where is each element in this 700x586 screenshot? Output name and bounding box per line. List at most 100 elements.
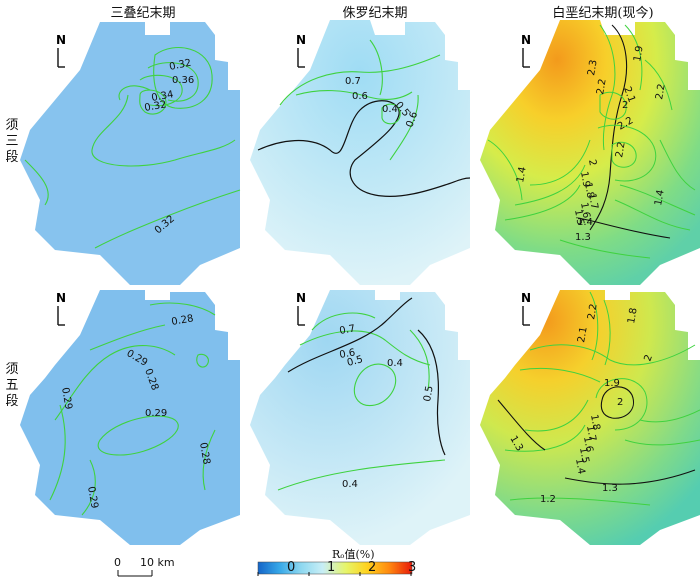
contour-line: [287, 297, 413, 373]
north-label: N: [296, 291, 306, 305]
north-arrow: N: [521, 33, 531, 68]
contour-label: 0.34: [151, 89, 175, 104]
contour-label: 0.4: [382, 104, 398, 115]
contour-label: 2.1: [621, 85, 637, 104]
contour-line: [381, 103, 401, 125]
map-area: [250, 20, 470, 285]
contour-line: [597, 124, 657, 182]
contour-line: [529, 344, 696, 366]
contour-line: [153, 47, 213, 109]
contour-label: 0.6: [404, 110, 420, 129]
row-label-xu3: 须 三 段: [4, 118, 20, 166]
contour-line: [196, 353, 209, 368]
contour-line: [54, 344, 176, 421]
contour-label: 1.6: [578, 202, 592, 220]
contour-label: 2: [617, 397, 623, 408]
contour-line: [504, 424, 586, 452]
row-label-char: 段: [5, 394, 19, 409]
north-label: N: [521, 291, 531, 305]
contour-label: 0.29: [59, 387, 74, 411]
contour-line: [614, 199, 691, 231]
contour-label: 2.2: [614, 141, 628, 159]
contour-label: 2.3: [586, 59, 600, 77]
column-title-cretaceous: 白垩纪末期(现今): [552, 6, 654, 21]
contour-label: 0.5: [346, 354, 364, 369]
contour-line: [353, 363, 397, 407]
contour-label: 2: [642, 353, 655, 363]
contour-label: 0.7: [339, 323, 357, 337]
contour-line: [91, 94, 236, 167]
contour-line: [589, 24, 628, 231]
contour-label: 1.9: [604, 378, 620, 389]
contour-label: 1.2: [540, 494, 556, 505]
contour-line: [139, 89, 167, 115]
contour-line: [611, 141, 637, 168]
contour-line: [497, 399, 546, 451]
contour-label: 2: [586, 159, 598, 167]
legend-colorbar: [257, 561, 413, 576]
legend-title: Rₒ值(%): [332, 548, 375, 561]
contour-label: 1.7: [584, 425, 598, 443]
north-arrow: N: [296, 291, 306, 326]
row-label-char: 段: [5, 150, 19, 165]
map-panel-cretaceous-xu3: 1.9 2.3 2.2 2.1 2.2 2 2.2 2.2 2 1.9 1.8 …: [480, 20, 700, 285]
map-area: [20, 22, 240, 285]
contour-label: 0.6: [352, 91, 368, 102]
contour-line: [369, 39, 383, 96]
row-label-char: 须: [5, 362, 19, 377]
map-panel-triassic-xu3: 0.32 0.36 0.34 0.32 0.32 N: [20, 22, 241, 285]
contour-line: [49, 404, 66, 501]
contour-line: [589, 291, 599, 361]
contour-line: [600, 386, 634, 419]
row-label-char: 三: [5, 134, 19, 149]
contour-line: [389, 94, 419, 161]
contour-label: 0.28: [197, 442, 212, 466]
contour-line: [504, 184, 581, 221]
contour-line: [603, 299, 611, 366]
contour-label: 1.4: [573, 458, 587, 476]
contour-label: 0.36: [172, 75, 194, 86]
north-arrow: N: [521, 291, 531, 326]
contour-line: [524, 399, 589, 432]
north-label: N: [56, 33, 66, 47]
contour-label: 1.9: [578, 171, 592, 189]
contour-line: [624, 439, 700, 446]
contour-label: 2.1: [576, 326, 590, 344]
north-arrow: N: [296, 33, 306, 68]
contour-label: 1.6: [581, 436, 595, 454]
contour-line: [94, 189, 241, 249]
contour-label: 0.32: [168, 58, 192, 73]
contour-line: [299, 330, 431, 366]
contour-line: [529, 139, 591, 186]
contour-label: 1.4: [577, 217, 593, 228]
contour-line: [487, 139, 523, 201]
contour-label: 0.28: [171, 313, 195, 328]
contour-line: [514, 164, 586, 206]
legend-tick-2: 2: [368, 560, 377, 575]
contour-line: [81, 459, 96, 516]
contour-label: 1.4: [515, 166, 529, 184]
contour-line: [417, 329, 446, 456]
contour-line: [277, 459, 446, 491]
contour-line: [202, 429, 216, 491]
contour-label: 0.6: [339, 347, 357, 361]
contour-label: 2.2: [586, 303, 600, 321]
row-label-char: 五: [5, 378, 19, 393]
north-label: N: [521, 33, 531, 47]
north-label: N: [56, 291, 66, 305]
north-arrow: N: [56, 291, 66, 326]
legend-tick-0: 0: [287, 560, 296, 575]
legend-tick-3: 3: [408, 560, 417, 575]
contour-label: 1.7: [586, 193, 600, 211]
contour-label: 1.8: [588, 414, 602, 432]
contour-label: 1.8: [582, 182, 596, 200]
contour-line: [311, 312, 376, 331]
contour-label: 0.4: [387, 358, 403, 369]
contour-label: 0.29: [85, 486, 100, 510]
column-title-triassic: 三叠纪末期: [110, 6, 176, 21]
contour-label: 0.4: [342, 479, 358, 490]
contour-label: 2: [622, 100, 628, 111]
contour-line: [89, 324, 166, 351]
contour-line: [639, 409, 700, 423]
scale-bar: [117, 570, 153, 577]
